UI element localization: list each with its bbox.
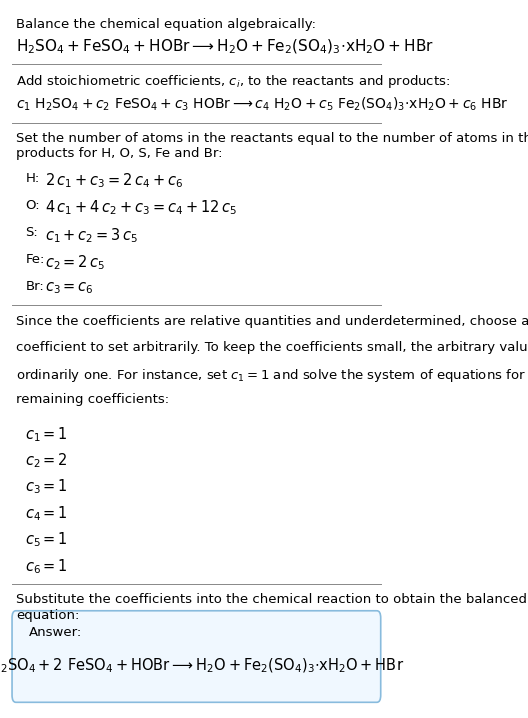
FancyBboxPatch shape	[12, 611, 381, 702]
Text: Answer:: Answer:	[30, 627, 82, 640]
Text: $4\,c_1 + 4\,c_2 + c_3 = c_4 + 12\,c_5$: $4\,c_1 + 4\,c_2 + c_3 = c_4 + 12\,c_5$	[45, 199, 237, 218]
Text: Add stoichiometric coefficients, $c_i$, to the reactants and products:: Add stoichiometric coefficients, $c_i$, …	[16, 73, 450, 90]
Text: Set the number of atoms in the reactants equal to the number of atoms in the: Set the number of atoms in the reactants…	[16, 131, 528, 144]
Text: O:: O:	[25, 199, 40, 212]
Text: Substitute the coefficients into the chemical reaction to obtain the balanced: Substitute the coefficients into the che…	[16, 593, 527, 606]
Text: $\mathrm{H_2SO_4 + 2\ FeSO_4 + HOBr \longrightarrow H_2O + Fe_2(SO_4)_3{\cdot}xH: $\mathrm{H_2SO_4 + 2\ FeSO_4 + HOBr \lon…	[0, 656, 404, 675]
Text: Fe:: Fe:	[25, 253, 45, 266]
Text: $c_1\ \mathrm{H_2SO_4} + c_2\ \mathrm{FeSO_4} + c_3\ \mathrm{HOBr} \longrightarr: $c_1\ \mathrm{H_2SO_4} + c_2\ \mathrm{Fe…	[16, 95, 508, 113]
Text: $2\,c_1 + c_3 = 2\,c_4 + c_6$: $2\,c_1 + c_3 = 2\,c_4 + c_6$	[45, 172, 183, 190]
Text: ordinarily one. For instance, set $c_1 = 1$ and solve the system of equations fo: ordinarily one. For instance, set $c_1 =…	[16, 367, 528, 384]
Text: products for H, O, S, Fe and Br:: products for H, O, S, Fe and Br:	[16, 146, 222, 159]
Text: coefficient to set arbitrarily. To keep the coefficients small, the arbitrary va: coefficient to set arbitrarily. To keep …	[16, 341, 528, 354]
Text: H:: H:	[25, 172, 40, 185]
Text: $c_3 = c_6$: $c_3 = c_6$	[45, 280, 93, 296]
Text: Br:: Br:	[25, 280, 44, 294]
Text: $c_5 = 1$: $c_5 = 1$	[25, 531, 68, 549]
Text: remaining coefficients:: remaining coefficients:	[16, 393, 169, 406]
Text: $c_1 = 1$: $c_1 = 1$	[25, 425, 68, 444]
Text: $c_6 = 1$: $c_6 = 1$	[25, 557, 68, 576]
Text: Since the coefficients are relative quantities and underdetermined, choose a: Since the coefficients are relative quan…	[16, 315, 528, 328]
Text: $c_1 + c_2 = 3\,c_5$: $c_1 + c_2 = 3\,c_5$	[45, 226, 138, 245]
Text: $c_4 = 1$: $c_4 = 1$	[25, 504, 68, 523]
Text: equation:: equation:	[16, 609, 79, 622]
Text: S:: S:	[25, 226, 38, 239]
Text: $\mathrm{H_2SO_4 + FeSO_4 + HOBr \longrightarrow H_2O + Fe_2(SO_4)_3{\cdot}xH_2O: $\mathrm{H_2SO_4 + FeSO_4 + HOBr \longri…	[16, 37, 434, 55]
Text: $c_3 = 1$: $c_3 = 1$	[25, 477, 68, 496]
Text: $c_2 = 2$: $c_2 = 2$	[25, 452, 68, 470]
Text: $c_2 = 2\,c_5$: $c_2 = 2\,c_5$	[45, 253, 105, 272]
Text: Balance the chemical equation algebraically:: Balance the chemical equation algebraica…	[16, 18, 316, 31]
